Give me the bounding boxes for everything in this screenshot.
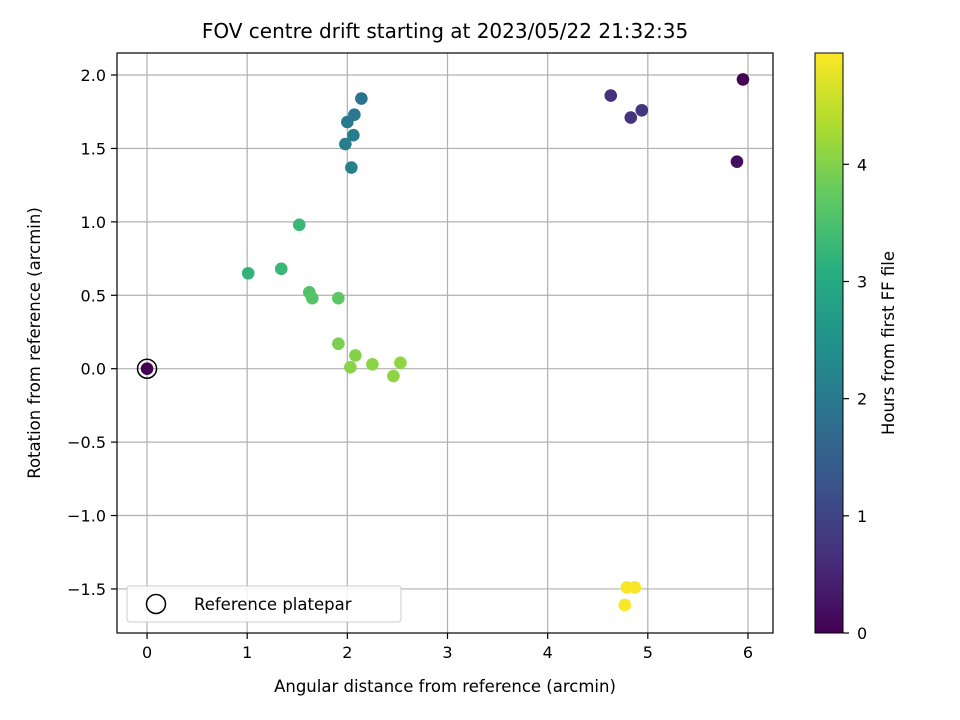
- data-point: [292, 218, 306, 232]
- y-tick-label: −1.0: [67, 507, 106, 526]
- x-tick-label: 3: [442, 643, 452, 662]
- data-point: [736, 73, 750, 86]
- grid: [117, 53, 773, 633]
- data-point: [345, 161, 358, 174]
- legend-box: [126, 585, 402, 623]
- data-point: [332, 337, 345, 351]
- y-tick-label: 1.0: [81, 213, 106, 232]
- data-point: [344, 360, 357, 374]
- y-tick-label: 2.0: [81, 66, 106, 85]
- data-point: [394, 356, 407, 370]
- legend: Reference platepar: [126, 585, 402, 623]
- x-tick-label: 4: [543, 643, 553, 662]
- data-points: [136, 73, 750, 612]
- x-tick-label: 5: [643, 643, 653, 662]
- colorbar-frame: [814, 52, 844, 634]
- colorbar-tick-label: 4: [857, 155, 867, 174]
- colorbar: 0 1 2 3 4 Hours from first FF file: [814, 52, 898, 643]
- data-point: [624, 111, 638, 124]
- y-tick-label: −1.5: [67, 580, 106, 599]
- colorbar-tick-label: 1: [857, 507, 867, 526]
- data-point: [604, 89, 618, 102]
- data-point: [274, 262, 288, 276]
- x-axis-label: Angular distance from reference (arcmin): [274, 677, 616, 696]
- data-point: [339, 137, 352, 151]
- reference-platepar-marker: [136, 358, 158, 379]
- x-tick-label: 2: [342, 643, 352, 662]
- data-point: [387, 369, 400, 383]
- data-point: [730, 155, 744, 168]
- data-point: [140, 362, 154, 375]
- colorbar-tick-label: 2: [857, 390, 867, 409]
- y-tick-label: −0.5: [67, 433, 106, 452]
- legend-entry-label: Reference platepar: [194, 595, 352, 614]
- plot-frame: [116, 52, 774, 634]
- y-tick-label: 1.5: [81, 139, 106, 158]
- colorbar-tick-label: 0: [857, 624, 867, 643]
- x-axis-ticks: 0 1 2 3 4 5 6: [142, 633, 753, 662]
- legend-marker-open-circle: [145, 593, 167, 615]
- data-point: [347, 128, 360, 142]
- data-point: [241, 266, 255, 280]
- data-point: [635, 103, 649, 117]
- colorbar-gradient: [815, 53, 843, 633]
- data-point: [366, 357, 379, 371]
- colorbar-ticks: 0 1 2 3 4: [843, 155, 867, 643]
- colorbar-label: Hours from first FF file: [879, 251, 898, 435]
- data-point: [355, 92, 368, 105]
- y-axis-label: Rotation from reference (arcmin): [25, 207, 44, 479]
- x-tick-label: 6: [743, 643, 753, 662]
- x-tick-label: 0: [142, 643, 152, 662]
- data-point: [628, 581, 642, 594]
- data-point: [618, 598, 632, 612]
- y-axis-ticks: 2.0 1.5 1.0 0.5 0.0 −0.5 −1.0 −1.5: [67, 66, 117, 599]
- data-point: [349, 349, 362, 362]
- chart-title: FOV centre drift starting at 2023/05/22 …: [202, 19, 688, 43]
- y-tick-label: 0.0: [81, 360, 106, 379]
- y-tick-label: 0.5: [81, 286, 106, 305]
- colorbar-tick-label: 3: [857, 272, 867, 291]
- x-tick-label: 1: [242, 643, 252, 662]
- data-point: [305, 291, 319, 305]
- data-point: [332, 291, 345, 305]
- data-point: [341, 115, 354, 129]
